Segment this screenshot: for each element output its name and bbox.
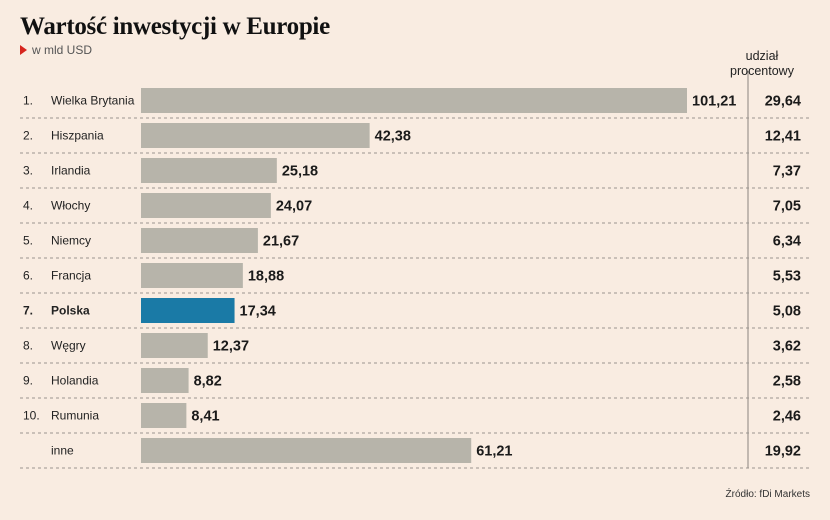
share-value: 29,64 xyxy=(765,94,801,110)
rank-label: 5. xyxy=(23,234,33,248)
category-label: Wielka Brytania xyxy=(51,94,135,108)
source-note: Źródło: fDi Markets xyxy=(725,489,810,500)
category-label: Hiszpania xyxy=(51,129,104,143)
category-label: Polska xyxy=(51,304,90,318)
share-header-line-2: procentowy xyxy=(730,64,794,78)
category-label: Włochy xyxy=(51,199,90,213)
value-label: 8,41 xyxy=(191,409,219,425)
bar xyxy=(141,403,187,428)
unit-label: w mld USD xyxy=(32,43,93,57)
rank-label: 8. xyxy=(23,339,33,353)
value-label: 17,34 xyxy=(240,304,276,320)
rank-label: 1. xyxy=(23,94,33,108)
value-label: 24,07 xyxy=(276,199,312,215)
bar xyxy=(141,193,271,218)
rank-label: 2. xyxy=(23,129,33,143)
category-label: Francja xyxy=(51,269,91,283)
share-value: 7,37 xyxy=(773,164,801,180)
bar xyxy=(141,228,258,253)
bar xyxy=(141,123,370,148)
value-label: 42,38 xyxy=(375,129,411,145)
rank-label: 4. xyxy=(23,199,33,213)
rank-label: 10. xyxy=(23,409,40,423)
bar xyxy=(141,263,243,288)
rank-label: 6. xyxy=(23,269,33,283)
rank-label: 9. xyxy=(23,374,33,388)
share-value: 3,62 xyxy=(773,339,801,355)
share-header-line-1: udział xyxy=(745,49,779,63)
category-label: Rumunia xyxy=(51,409,99,423)
value-label: 25,18 xyxy=(282,164,318,180)
share-value: 6,34 xyxy=(773,234,801,250)
value-label: 21,67 xyxy=(263,234,299,250)
category-label: Węgry xyxy=(51,339,86,353)
share-value: 5,53 xyxy=(773,269,801,285)
value-label: 12,37 xyxy=(213,339,249,355)
share-value: 2,46 xyxy=(773,409,801,425)
bar xyxy=(141,158,277,183)
bar-highlighted xyxy=(141,298,235,323)
bar xyxy=(141,88,687,113)
value-label: 8,82 xyxy=(194,374,222,390)
rank-label: 3. xyxy=(23,164,33,178)
triangle-marker-icon xyxy=(20,45,27,55)
category-label: Irlandia xyxy=(51,164,91,178)
share-column-header: udział procentowy xyxy=(722,49,802,79)
category-label: inne xyxy=(51,444,74,458)
chart-title: Wartość inwestycji w Europie xyxy=(20,13,330,40)
chart-subtitle: w mld USD xyxy=(20,43,92,57)
share-value: 5,08 xyxy=(773,304,801,320)
category-label: Niemcy xyxy=(51,234,91,248)
category-label: Holandia xyxy=(51,374,99,388)
bar xyxy=(141,368,189,393)
share-value: 19,92 xyxy=(765,444,801,460)
share-value: 2,58 xyxy=(773,374,801,390)
value-label: 18,88 xyxy=(248,269,284,285)
share-value: 7,05 xyxy=(773,199,801,215)
value-label: 101,21 xyxy=(692,94,736,110)
bar xyxy=(141,333,208,358)
rank-label: 7. xyxy=(23,304,33,318)
share-value: 12,41 xyxy=(765,129,801,145)
value-label: 61,21 xyxy=(476,444,512,460)
bar xyxy=(141,438,472,463)
